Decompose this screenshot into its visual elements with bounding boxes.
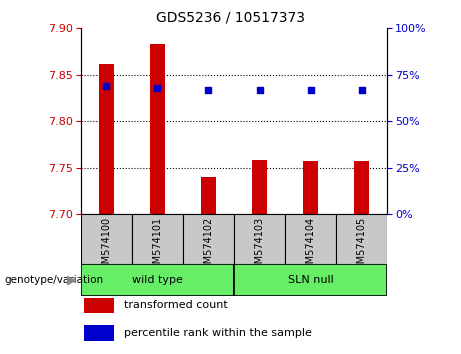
Bar: [150, 44, 165, 214]
Bar: [201, 177, 216, 214]
Text: SLN null: SLN null: [288, 275, 333, 285]
Text: GSM574102: GSM574102: [203, 217, 213, 276]
Text: GSM574104: GSM574104: [306, 217, 316, 276]
Bar: [81, 264, 234, 296]
Text: percentile rank within the sample: percentile rank within the sample: [124, 328, 312, 338]
Bar: [99, 64, 114, 214]
Point: [307, 87, 314, 92]
Text: GSM574103: GSM574103: [254, 217, 265, 276]
Text: GSM574105: GSM574105: [357, 217, 366, 276]
Bar: [81, 214, 132, 264]
Point: [154, 85, 161, 91]
Point: [358, 87, 366, 92]
Bar: [84, 325, 114, 341]
Bar: [252, 160, 267, 214]
Bar: [285, 214, 336, 264]
Bar: [132, 214, 183, 264]
Bar: [234, 264, 387, 296]
Bar: [354, 161, 369, 214]
Point: [205, 87, 212, 92]
Bar: [183, 214, 234, 264]
Text: GSM574101: GSM574101: [152, 217, 162, 276]
Text: wild type: wild type: [132, 275, 183, 285]
Bar: [84, 298, 114, 313]
Point: [256, 87, 263, 92]
Text: ▶: ▶: [67, 273, 76, 286]
Bar: [303, 161, 318, 214]
Text: GDS5236 / 10517373: GDS5236 / 10517373: [156, 11, 305, 25]
Bar: [234, 214, 285, 264]
Text: GSM574100: GSM574100: [101, 217, 111, 276]
Bar: [336, 214, 387, 264]
Text: genotype/variation: genotype/variation: [5, 275, 104, 285]
Text: transformed count: transformed count: [124, 301, 227, 310]
Point: [102, 83, 110, 89]
